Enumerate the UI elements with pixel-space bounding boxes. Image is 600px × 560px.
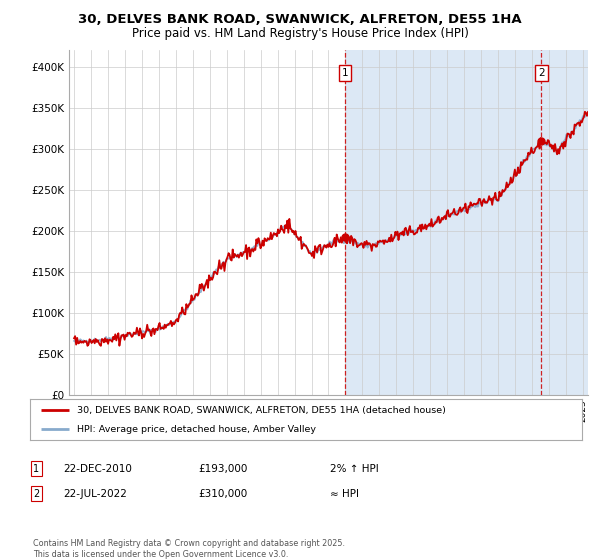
- Text: 1: 1: [341, 68, 348, 78]
- Text: 2% ↑ HPI: 2% ↑ HPI: [330, 464, 379, 474]
- Text: 2: 2: [33, 489, 39, 499]
- Text: 22-DEC-2010: 22-DEC-2010: [63, 464, 132, 474]
- Text: 2: 2: [538, 68, 545, 78]
- Text: HPI: Average price, detached house, Amber Valley: HPI: Average price, detached house, Ambe…: [77, 425, 316, 434]
- Bar: [345, 50, 592, 395]
- Text: £193,000: £193,000: [198, 464, 247, 474]
- Text: Contains HM Land Registry data © Crown copyright and database right 2025.
This d: Contains HM Land Registry data © Crown c…: [33, 539, 345, 559]
- Text: 30, DELVES BANK ROAD, SWANWICK, ALFRETON, DE55 1HA (detached house): 30, DELVES BANK ROAD, SWANWICK, ALFRETON…: [77, 405, 446, 414]
- Text: £310,000: £310,000: [198, 489, 247, 499]
- Text: 30, DELVES BANK ROAD, SWANWICK, ALFRETON, DE55 1HA: 30, DELVES BANK ROAD, SWANWICK, ALFRETON…: [78, 13, 522, 26]
- Text: 22-JUL-2022: 22-JUL-2022: [63, 489, 127, 499]
- Text: ≈ HPI: ≈ HPI: [330, 489, 359, 499]
- Text: Price paid vs. HM Land Registry's House Price Index (HPI): Price paid vs. HM Land Registry's House …: [131, 27, 469, 40]
- Text: 1: 1: [33, 464, 39, 474]
